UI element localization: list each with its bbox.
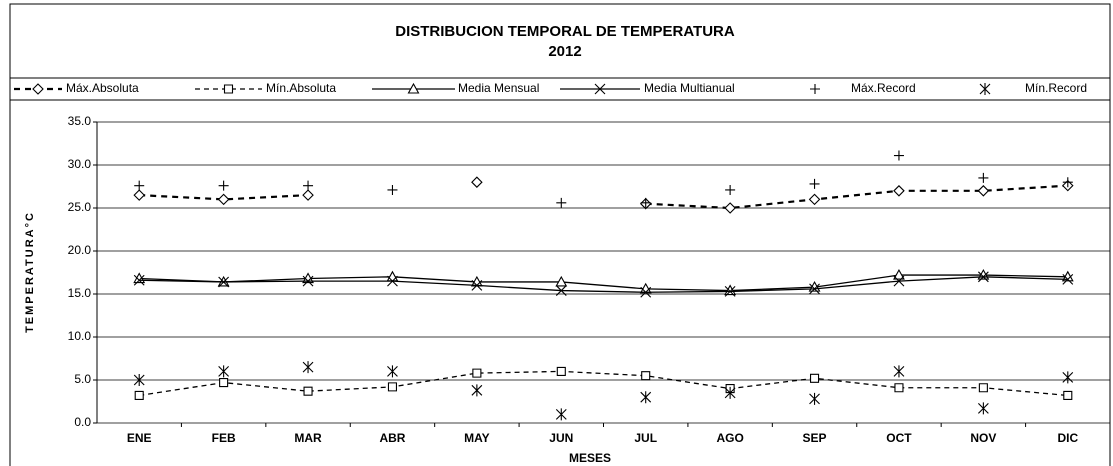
marker-x: [893, 275, 905, 287]
legend-label: Máx.Record: [851, 81, 916, 95]
marker-x: [724, 286, 736, 297]
marker-square: [219, 378, 229, 388]
x-axis-label: MESES: [569, 451, 611, 465]
marker-square: [809, 373, 820, 383]
x-tick-label: NOV: [970, 431, 996, 445]
marker-asterisk: [302, 361, 314, 374]
marker-square: [303, 386, 313, 396]
marker-triangle: [724, 284, 737, 296]
marker-diamond: [724, 202, 736, 214]
marker-asterisk: [724, 386, 736, 399]
marker-plus: [978, 172, 989, 183]
marker-x: [977, 271, 989, 283]
x-tick-label: DIC: [1057, 431, 1078, 445]
marker-asterisk: [133, 374, 145, 386]
x-tick-label: JUN: [549, 431, 573, 445]
marker-x: [809, 283, 820, 295]
series-line: [139, 274, 1068, 292]
marker-square: [223, 84, 234, 94]
marker-asterisk: [218, 365, 230, 378]
y-tick-label: 35.0: [68, 114, 92, 128]
marker-square: [641, 371, 651, 381]
marker-diamond: [808, 193, 821, 206]
marker-diamond: [893, 185, 905, 197]
marker-plus: [810, 84, 820, 94]
chart-title: DISTRIBUCION TEMPORAL DE TEMPERATURA: [395, 23, 735, 40]
marker-square: [134, 390, 144, 401]
y-tick-label: 15.0: [68, 286, 92, 300]
legend-label: Máx.Absoluta: [66, 81, 139, 95]
marker-asterisk: [809, 392, 820, 405]
legend-label: Mín.Record: [1025, 81, 1087, 95]
marker-square: [387, 382, 398, 392]
marker-diamond: [217, 193, 230, 206]
marker-asterisk: [1062, 371, 1074, 384]
x-tick-label: FEB: [212, 431, 236, 445]
marker-x: [1062, 273, 1074, 285]
marker-diamond: [471, 176, 483, 188]
marker-x: [218, 276, 230, 288]
y-tick-label: 25.0: [68, 200, 92, 214]
marker-triangle: [407, 82, 420, 94]
marker-x: [640, 286, 652, 298]
marker-plus: [218, 180, 229, 191]
marker-plus: [893, 150, 904, 161]
marker-asterisk: [977, 402, 989, 415]
marker-x: [133, 274, 145, 286]
marker-asterisk: [640, 391, 652, 404]
x-tick-label: ABR: [379, 431, 405, 445]
marker-plus: [725, 184, 736, 195]
marker-diamond: [133, 189, 145, 201]
marker-plus: [134, 180, 145, 191]
y-tick-label: 20.0: [68, 243, 92, 257]
marker-square: [556, 366, 566, 376]
marker-asterisk: [979, 83, 991, 95]
x-tick-label: OCT: [886, 431, 912, 445]
legend-label: Media Mensual: [458, 81, 539, 95]
marker-plus: [303, 180, 314, 191]
marker-square: [978, 383, 988, 393]
y-tick-label: 10.0: [68, 329, 92, 343]
marker-x: [387, 275, 398, 287]
y-tick-label: 5.0: [74, 372, 91, 386]
marker-plus: [809, 178, 820, 189]
x-tick-label: AGO: [716, 431, 743, 445]
y-tick-label: 0.0: [74, 415, 91, 429]
marker-square: [472, 368, 482, 378]
marker-diamond: [302, 189, 314, 201]
marker-asterisk: [387, 365, 398, 378]
chart-border: [9, 3, 1111, 466]
marker-plus: [640, 197, 651, 208]
marker-x: [302, 275, 314, 287]
marker-plus: [1062, 177, 1073, 188]
legend-label: Mín.Absoluta: [266, 81, 336, 95]
marker-asterisk: [555, 408, 567, 421]
series-line: [645, 184, 1068, 210]
marker-triangle: [555, 275, 568, 287]
marker-plus: [556, 197, 567, 208]
chart-subtitle: 2012: [548, 43, 581, 60]
y-axis-label: TEMPERATURA°C: [24, 211, 36, 333]
marker-square: [1063, 390, 1073, 401]
series-line: [139, 370, 1068, 397]
legend-label: Media Multianual: [644, 81, 735, 95]
marker-asterisk: [893, 365, 905, 378]
x-tick-label: JUL: [634, 431, 657, 445]
marker-x: [471, 280, 483, 291]
x-tick-label: ENE: [127, 431, 152, 445]
marker-x: [594, 83, 606, 95]
marker-triangle: [893, 268, 905, 280]
marker-square: [894, 383, 904, 393]
y-tick-label: 30.0: [68, 157, 92, 171]
x-tick-label: SEP: [803, 431, 827, 445]
marker-plus: [387, 184, 398, 195]
x-tick-label: MAR: [294, 431, 322, 445]
series-line: [139, 276, 1068, 293]
marker-x: [555, 285, 567, 296]
marker-diamond: [977, 185, 990, 197]
marker-diamond: [32, 83, 44, 95]
x-tick-label: MAY: [464, 431, 490, 445]
marker-asterisk: [471, 384, 483, 397]
